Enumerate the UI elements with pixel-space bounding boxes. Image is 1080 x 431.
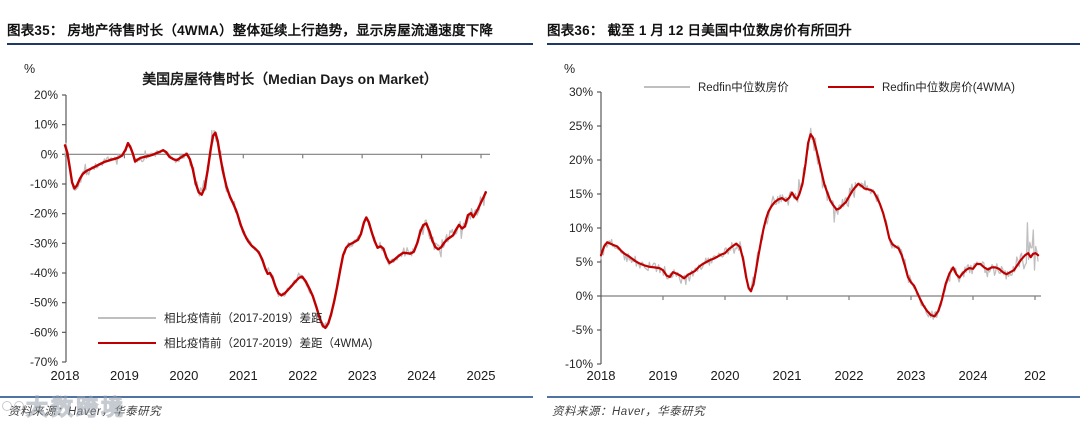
svg-text:-5%: -5%	[572, 323, 594, 337]
figure-title-right: 图表36： 截至 1 月 12 日美国中位数房价有所回升	[547, 23, 852, 38]
svg-text:2025: 2025	[467, 368, 496, 383]
svg-text:2021: 2021	[773, 368, 802, 383]
svg-text:2018: 2018	[51, 368, 80, 383]
gray-line-swatch	[644, 86, 690, 88]
legend-left: 相比疫情前（2017-2019）差距 相比疫情前（2017-2019）差距（4W…	[98, 310, 372, 360]
svg-text:2021: 2021	[229, 368, 258, 383]
source-note-left: 资料来源：Haver，华泰研究	[8, 406, 162, 418]
svg-text:-70%: -70%	[30, 355, 58, 369]
svg-text:2023: 2023	[897, 368, 926, 383]
svg-text:2018: 2018	[587, 368, 616, 383]
svg-text:10%: 10%	[569, 221, 593, 235]
svg-text:5%: 5%	[576, 255, 594, 269]
svg-text:20%: 20%	[34, 88, 58, 102]
legend-label: 相比疫情前（2017-2019）差距	[164, 313, 323, 325]
chart-title-left: 美国房屋待售时长（Median Days on Market）	[142, 71, 438, 87]
svg-text:2022: 2022	[288, 368, 317, 383]
legend-label: Redfin中位数房价	[698, 82, 789, 94]
svg-text:-60%: -60%	[30, 325, 58, 339]
svg-text:20%: 20%	[569, 153, 593, 167]
svg-text:-10%: -10%	[565, 357, 593, 371]
svg-text:202: 202	[1024, 368, 1046, 383]
svg-text:2022: 2022	[835, 368, 864, 383]
svg-text:-10%: -10%	[30, 177, 58, 191]
figure-panel-left: 图表35： 房地产待售时长（4WMA）整体延续上行趋势，显示房屋流通速度下降 2…	[0, 23, 533, 421]
svg-text:-40%: -40%	[30, 266, 58, 280]
red-line-swatch	[98, 342, 156, 344]
right-chart-canvas: 30% 25% 20% 15% 10% 5% 0% -5% -10%2018 2019 2020 20…	[565, 85, 1046, 383]
title-divider-right	[547, 43, 1080, 45]
legend-label: 相比疫情前（2017-2019）差距（4WMA)	[164, 338, 373, 350]
svg-text:0%: 0%	[41, 147, 59, 161]
svg-text:25%: 25%	[569, 119, 593, 133]
svg-text:2020: 2020	[169, 368, 198, 383]
legend-item-4wma: Redfin中位数房价(4WMA)	[828, 79, 1015, 95]
legend-label: Redfin中位数房价(4WMA)	[882, 82, 1015, 94]
left-chart-canvas: 20% 10% 0% -10% -20% -30% -40% -50% -60% -70%2018…	[30, 88, 496, 383]
source-divider-left	[0, 396, 533, 398]
svg-text:2023: 2023	[348, 368, 377, 383]
source-divider-right	[547, 396, 1080, 398]
figure-panel-right: 图表36： 截至 1 月 12 日美国中位数房价有所回升 30% 25% 20% 15…	[540, 0, 1080, 431]
y-axis-unit-left: %	[24, 62, 36, 76]
red-line-swatch	[828, 86, 874, 88]
legend-item-raw: Redfin中位数房价	[644, 79, 789, 95]
svg-text:30%: 30%	[569, 85, 593, 99]
svg-text:2024: 2024	[959, 368, 988, 383]
svg-text:2019: 2019	[649, 368, 678, 383]
svg-text:2024: 2024	[407, 368, 436, 383]
svg-text:-30%: -30%	[30, 236, 58, 250]
svg-text:15%: 15%	[569, 187, 593, 201]
legend-item-4wma: 相比疫情前（2017-2019）差距（4WMA)	[98, 335, 372, 351]
svg-text:10%: 10%	[34, 118, 58, 132]
svg-text:-50%: -50%	[30, 296, 58, 310]
source-note-right: 资料来源：Haver，华泰研究	[552, 406, 706, 418]
gray-line-swatch	[98, 317, 156, 319]
svg-text:2019: 2019	[110, 368, 139, 383]
svg-text:2020: 2020	[711, 368, 740, 383]
figure-title-left: 图表35： 房地产待售时长（4WMA）整体延续上行趋势，显示房屋流通速度下降	[7, 23, 494, 38]
legend-item-raw: 相比疫情前（2017-2019）差距	[98, 310, 372, 326]
y-axis-unit-right: %	[564, 62, 576, 76]
svg-text:0%: 0%	[576, 289, 594, 303]
title-divider-left	[7, 43, 533, 45]
svg-text:-20%: -20%	[30, 207, 58, 221]
